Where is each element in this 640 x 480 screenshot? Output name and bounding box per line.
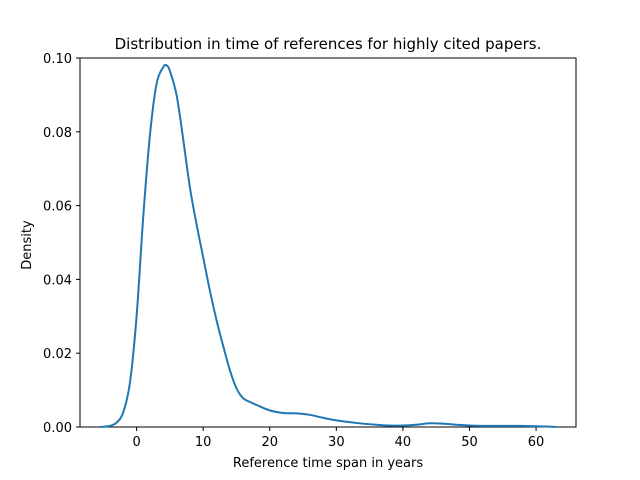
y-tick-label: 0.04 bbox=[43, 273, 72, 288]
x-axis-label: Reference time span in years bbox=[233, 456, 423, 471]
x-tick-label: 10 bbox=[195, 435, 212, 450]
chart-title: Distribution in time of references for h… bbox=[115, 35, 542, 53]
y-tick-label: 0.02 bbox=[43, 347, 72, 362]
x-tick-label: 20 bbox=[261, 435, 278, 450]
x-tick-label: 40 bbox=[395, 435, 412, 450]
y-tick-label: 0.06 bbox=[43, 200, 72, 215]
x-tick-label: 0 bbox=[132, 435, 140, 450]
x-tick-label: 30 bbox=[328, 435, 345, 450]
density-line bbox=[99, 63, 557, 428]
plot-frame bbox=[79, 57, 577, 428]
plot-area: 0 10 20 30 40 50 60 0.00 0.02 0.04 0.06 0.08 0.10 bbox=[43, 52, 577, 450]
y-axis-label: Density bbox=[20, 220, 35, 270]
y-tick-label: 0.08 bbox=[43, 126, 72, 141]
y-tick-label: 0.00 bbox=[43, 421, 72, 436]
x-tick-label: 50 bbox=[461, 435, 478, 450]
x-tick-label: 60 bbox=[528, 435, 545, 450]
y-tick-label: 0.10 bbox=[43, 52, 72, 67]
